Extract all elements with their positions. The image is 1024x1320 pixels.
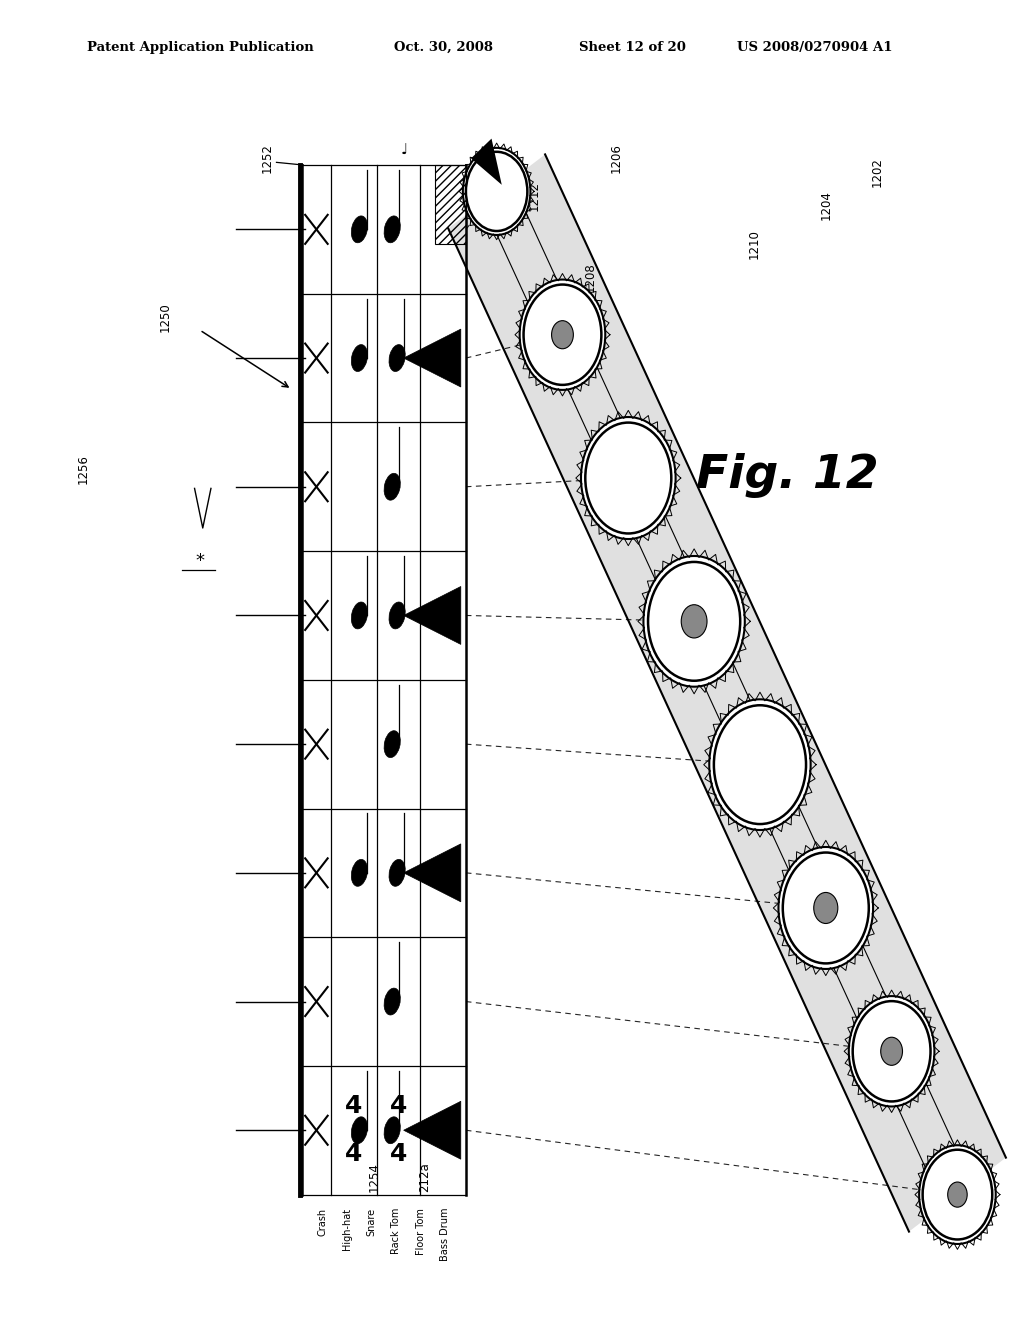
Circle shape [466,152,527,231]
Ellipse shape [351,859,368,886]
Text: 1202: 1202 [870,157,884,186]
Polygon shape [403,329,461,387]
Ellipse shape [389,602,406,628]
Circle shape [586,422,672,533]
Text: Floor Tom: Floor Tom [416,1208,426,1255]
Text: Oct. 30, 2008: Oct. 30, 2008 [394,41,494,54]
Text: Bass Drum: Bass Drum [440,1208,451,1262]
Polygon shape [449,154,1006,1232]
Text: Patent Application Publication: Patent Application Publication [87,41,313,54]
Text: ♩: ♩ [400,144,409,158]
Text: Sheet 12 of 20: Sheet 12 of 20 [579,41,685,54]
Ellipse shape [389,345,406,371]
Circle shape [681,605,707,638]
Text: Crash: Crash [317,1208,328,1236]
Text: 1214: 1214 [502,152,515,182]
Circle shape [782,853,868,964]
Polygon shape [403,1101,461,1159]
Circle shape [947,1181,968,1208]
Polygon shape [403,843,461,902]
Text: 4: 4 [390,1142,407,1166]
Text: 1212: 1212 [527,181,541,211]
Circle shape [923,1150,992,1239]
Text: 4: 4 [345,1094,362,1118]
Ellipse shape [384,989,400,1015]
Circle shape [814,892,838,924]
Circle shape [519,280,605,389]
Text: 212a: 212a [419,1163,431,1192]
Text: High-hat: High-hat [342,1208,352,1250]
Circle shape [920,1146,995,1243]
Circle shape [881,1038,902,1065]
Circle shape [714,705,806,824]
Text: 1208: 1208 [584,263,597,292]
Text: 1254: 1254 [368,1163,380,1192]
Ellipse shape [384,474,400,500]
Text: Rack Tom: Rack Tom [391,1208,401,1254]
Polygon shape [471,139,502,185]
Circle shape [523,285,601,385]
Circle shape [643,556,744,686]
Text: 4: 4 [345,1142,362,1166]
Ellipse shape [351,602,368,628]
Ellipse shape [384,1117,400,1143]
Text: 1252: 1252 [261,144,274,173]
Circle shape [778,847,873,969]
Ellipse shape [384,731,400,758]
Ellipse shape [384,216,400,243]
Text: Snare: Snare [367,1208,377,1236]
Polygon shape [403,586,461,644]
Text: US 2008/0270904 A1: US 2008/0270904 A1 [737,41,893,54]
Ellipse shape [351,216,368,243]
Circle shape [849,997,935,1106]
Text: *: * [196,552,204,570]
Circle shape [581,417,676,539]
Text: 1204: 1204 [819,190,833,219]
Circle shape [648,562,740,681]
Circle shape [710,700,811,830]
Ellipse shape [389,859,406,886]
Text: 1250: 1250 [159,302,172,331]
Circle shape [853,1001,931,1101]
Text: 1210: 1210 [748,230,761,259]
Text: 4: 4 [390,1094,407,1118]
Circle shape [552,321,573,348]
Text: Fig. 12: Fig. 12 [696,453,879,498]
Text: 1206: 1206 [609,144,623,173]
Ellipse shape [351,345,368,371]
Ellipse shape [351,1117,368,1143]
Text: 1256: 1256 [77,454,90,483]
Circle shape [463,148,530,235]
